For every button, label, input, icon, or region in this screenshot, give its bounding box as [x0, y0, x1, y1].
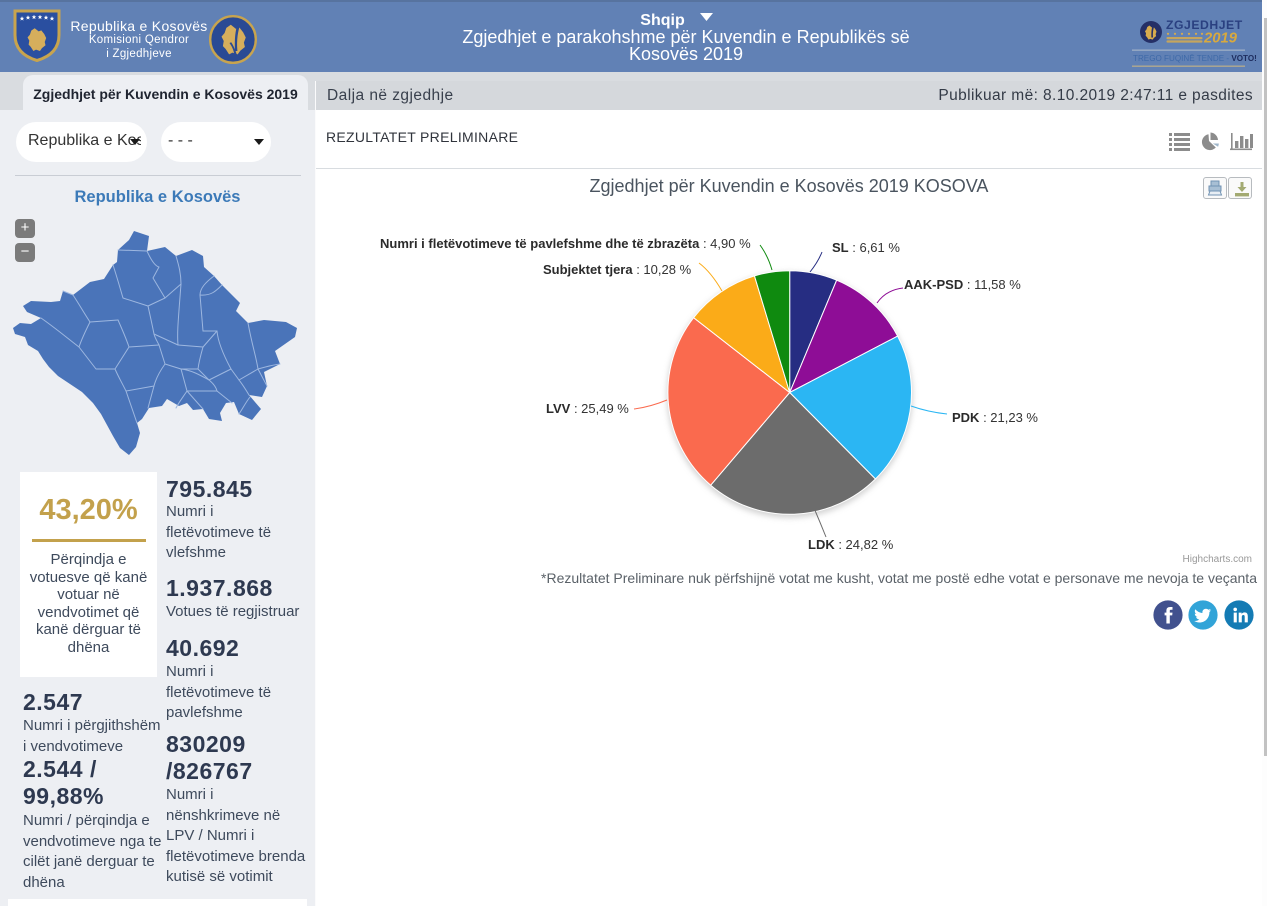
svg-text:LVV : 25,49 %: LVV : 25,49 % [546, 401, 629, 416]
svg-text:PDK : 21,23 %: PDK : 21,23 % [952, 410, 1038, 425]
svg-text:Numri i fletëvotimeve të pavle: Numri i fletëvotimeve të pavlefshme dhe … [380, 236, 751, 251]
svg-text:2019: 2019 [1203, 31, 1238, 47]
svg-text:AAK-PSD : 11,58 %: AAK-PSD : 11,58 % [904, 277, 1021, 292]
svg-text:LDK : 24,82 %: LDK : 24,82 % [808, 537, 894, 552]
svg-text:ZGJEDHJET: ZGJEDHJET [1166, 18, 1243, 32]
svg-text:TREGO FUQINË TENDE - VOTO!: TREGO FUQINË TENDE - VOTO! [1133, 54, 1257, 63]
svg-text:SL : 6,61 %: SL : 6,61 % [832, 240, 900, 255]
svg-text:Subjektet tjera : 10,28 %: Subjektet tjera : 10,28 % [543, 262, 692, 277]
